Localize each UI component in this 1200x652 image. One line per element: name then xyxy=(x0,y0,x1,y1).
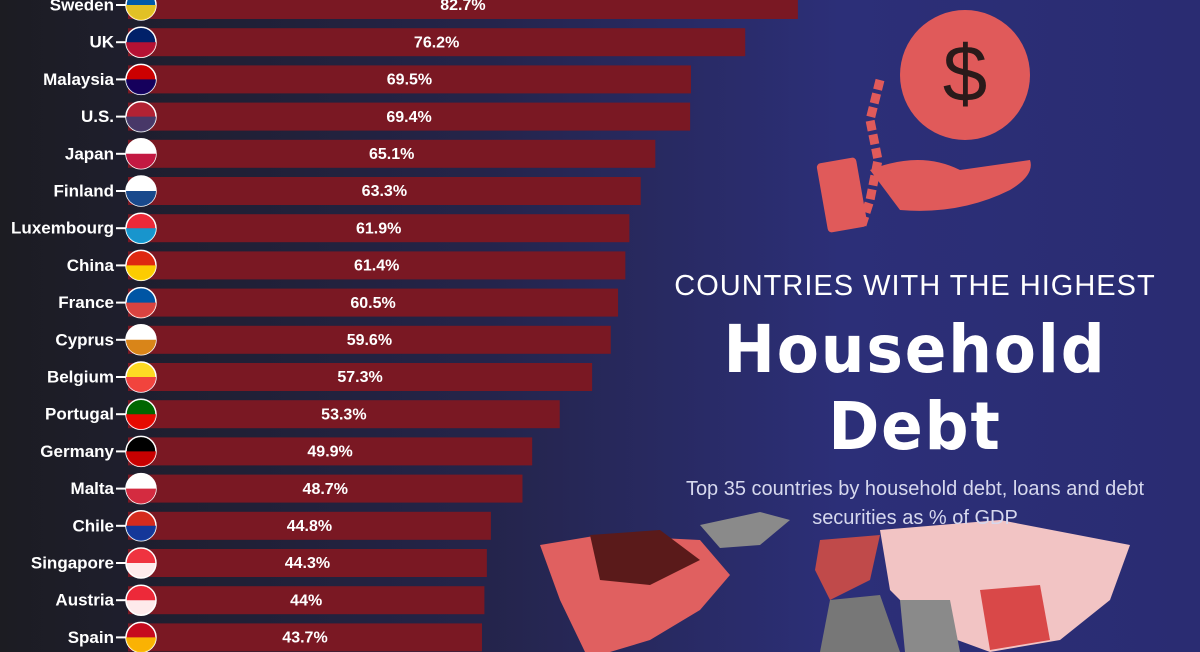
flag-detail xyxy=(126,377,156,392)
category-label: Singapore xyxy=(31,553,114,572)
bar xyxy=(128,251,626,280)
category-label: Malta xyxy=(71,479,115,498)
value-label: 60.5% xyxy=(350,295,395,312)
flag-detail xyxy=(126,116,156,132)
bar xyxy=(128,474,523,503)
bar xyxy=(128,65,691,94)
category-label: Malaysia xyxy=(43,70,114,89)
bar xyxy=(128,511,491,540)
value-label: 61.4% xyxy=(354,258,399,275)
value-label: 43.7% xyxy=(282,630,327,647)
value-label: 82.7% xyxy=(440,0,485,14)
debt-icon: $ xyxy=(816,10,1031,233)
bar xyxy=(128,363,593,391)
bar xyxy=(128,102,691,131)
category-label: Sweden xyxy=(50,0,114,14)
bar xyxy=(128,214,630,243)
flag-detail xyxy=(126,153,156,169)
bar xyxy=(128,28,746,57)
bar xyxy=(128,0,798,19)
flag-detail xyxy=(126,302,156,318)
chart-title: COUNTRIES WITH THE HIGHEST xyxy=(674,270,1156,302)
flag-detail xyxy=(126,563,156,578)
world-map xyxy=(540,512,1130,652)
value-label: 44.8% xyxy=(287,518,332,535)
bar xyxy=(128,549,487,577)
bar xyxy=(128,139,656,168)
category-label: China xyxy=(67,256,115,275)
flag-detail xyxy=(126,488,156,504)
headline: Household Debt xyxy=(723,311,1107,465)
value-label: 49.9% xyxy=(307,444,352,461)
value-label: 69.5% xyxy=(387,72,432,89)
value-label: 76.2% xyxy=(414,34,459,51)
category-label: Chile xyxy=(72,516,114,535)
category-label: Austria xyxy=(55,591,114,610)
flag-detail xyxy=(126,228,156,244)
flag-detail xyxy=(126,42,156,58)
value-label: 61.9% xyxy=(356,220,401,237)
bar xyxy=(128,325,611,354)
category-label: Finland xyxy=(54,181,114,200)
category-label: Spain xyxy=(68,628,114,647)
flag-detail xyxy=(126,414,156,430)
value-label: 44.3% xyxy=(285,555,330,572)
value-label: 65.1% xyxy=(369,146,414,163)
value-label: 53.3% xyxy=(321,406,366,423)
category-label: Cyprus xyxy=(55,330,114,349)
flag-detail xyxy=(126,5,156,20)
category-label: Portugal xyxy=(45,405,114,424)
flag-detail xyxy=(126,79,156,95)
bar xyxy=(128,586,485,615)
flag-detail xyxy=(126,339,156,355)
value-label: 59.6% xyxy=(347,332,392,349)
flag-detail xyxy=(126,265,156,281)
title-block: COUNTRIES WITH THE HIGHEST Household Deb… xyxy=(620,270,1200,533)
category-label: U.S. xyxy=(81,107,114,126)
bar xyxy=(128,288,619,317)
bar xyxy=(128,177,641,205)
category-label: France xyxy=(58,293,114,312)
flag-detail xyxy=(126,451,156,467)
category-label: Japan xyxy=(65,144,114,163)
category-label: Germany xyxy=(40,442,114,461)
flag-detail xyxy=(126,191,156,206)
value-label: 44% xyxy=(290,592,322,609)
svg-text:$: $ xyxy=(943,29,988,118)
value-label: 69.4% xyxy=(386,109,431,126)
flag-detail xyxy=(126,525,156,541)
flag-detail xyxy=(126,637,156,652)
category-label: Luxembourg xyxy=(11,219,114,238)
flag-detail xyxy=(126,600,156,616)
value-label: 63.3% xyxy=(362,183,407,200)
bar xyxy=(128,400,560,429)
value-label: 48.7% xyxy=(303,481,348,498)
category-label: UK xyxy=(89,33,114,52)
bar xyxy=(128,437,533,466)
value-label: 57.3% xyxy=(337,369,382,386)
bar xyxy=(128,623,482,652)
category-label: Belgium xyxy=(47,367,114,386)
subtitle: Top 35 countries by household debt, loan… xyxy=(685,478,1145,529)
